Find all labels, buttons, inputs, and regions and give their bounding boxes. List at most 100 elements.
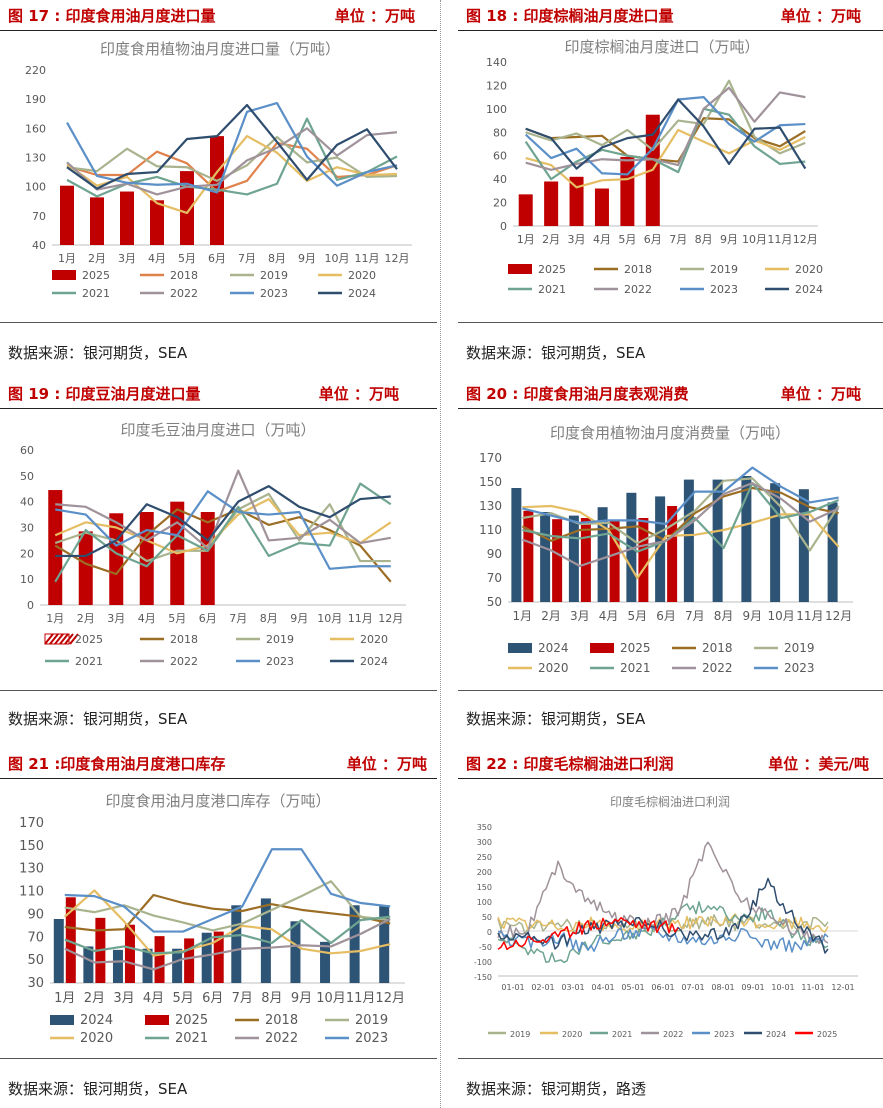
x-tick-label: 1月	[54, 991, 75, 1006]
legend-label: 2020	[538, 661, 569, 675]
series-line-2019	[64, 880, 391, 932]
legend-label: 2021	[75, 655, 103, 668]
bar-2025	[124, 924, 135, 983]
x-tick-label: 9月	[291, 991, 312, 1006]
x-tick-label: 6月	[202, 991, 223, 1006]
panel-source: 数据来源：银河期货，SEA	[8, 710, 188, 728]
y-tick-label: 130	[25, 152, 46, 165]
x-tick-label: 3月	[570, 609, 590, 623]
x-tick-label: 3月	[107, 612, 125, 625]
x-tick-label: 3月	[568, 233, 586, 246]
legend-label: 2018	[265, 1013, 298, 1028]
legend-label: 2023	[714, 1030, 734, 1039]
hatch-stroke	[49, 633, 59, 645]
legend-label: 2023	[355, 1031, 388, 1046]
x-tick-label: 1月	[517, 233, 535, 246]
y-tick-label: -150	[474, 973, 492, 982]
legend-label: 2024	[360, 655, 388, 668]
bar-2025	[200, 512, 215, 605]
y-tick-label: 0	[487, 928, 492, 937]
x-tick-label: 6月	[656, 609, 676, 623]
y-tick-label: 150	[19, 839, 44, 854]
bar-2025	[620, 156, 635, 226]
bar-2024	[540, 512, 551, 602]
x-tick-label: 10月	[316, 991, 346, 1006]
legend-label: 2024	[80, 1013, 113, 1028]
y-tick-label: 350	[477, 823, 492, 832]
x-tick-label: 7月	[685, 609, 705, 623]
legend-label: 2025	[538, 263, 566, 276]
hatch-stroke	[59, 633, 69, 645]
y-tick-label: 40	[493, 173, 507, 186]
legend-label: 2025	[620, 641, 651, 655]
bar-2025	[638, 518, 649, 602]
legend-swatch-2025	[44, 633, 79, 645]
x-tick-label: 2月	[542, 233, 560, 246]
legend-swatch-2024	[50, 1015, 74, 1025]
series-line-2024	[66, 103, 398, 190]
bar-2025	[552, 519, 563, 602]
legend-label: 2020	[360, 633, 388, 646]
y-tick-label: 160	[25, 122, 46, 135]
y-tick-label: 200	[477, 868, 492, 877]
x-tick-label: 1月	[58, 252, 76, 265]
series-line-2021	[66, 117, 398, 198]
series-line-2023	[64, 848, 391, 933]
bar-2025	[139, 512, 154, 605]
legend-label: 2024	[538, 641, 569, 655]
series-line-2022	[64, 918, 391, 971]
x-tick-label: 8月	[260, 612, 278, 625]
series-line-2023	[66, 101, 398, 194]
x-tick-label: 11月	[796, 609, 823, 623]
x-tick-label: 8月	[268, 252, 286, 265]
panel-fig20: 图 20 : 印度食用油月度表观消费 单位 ：万吨 印度食用植物油月度消费量（万…	[458, 378, 883, 738]
x-tick-label: 2月	[84, 991, 105, 1006]
chart-fig18: 印度棕榈油月度进口（万吨） 0 20 40 60 80 100 120 140 1月 2月 3月 4月 5…	[486, 38, 823, 296]
x-tick-label: 05-01	[621, 983, 644, 992]
panel-fig21: 图 21 :印度食用油月度港口库存 单位 ：万吨 印度食用油月度港口库存（万吨）…	[0, 748, 437, 1108]
y-tick-label: 20	[20, 547, 34, 560]
legend-label: 2023	[260, 287, 288, 300]
y-tick-label: 90	[27, 907, 44, 922]
panel-title: 图 21 :印度食用油月度港口库存	[8, 755, 226, 773]
series-line-2024	[497, 877, 829, 954]
panel-fig18: 图 18 : 印度棕榈油月度进口量 单位 ：万吨 印度棕榈油月度进口（万吨） 0 2…	[458, 0, 883, 370]
bar-2024	[655, 496, 666, 602]
chart-title: 印度棕榈油月度进口（万吨）	[564, 38, 759, 56]
panel-title: 图 18 : 印度棕榈油月度进口量	[466, 7, 674, 25]
x-tick-label: 12月	[793, 233, 818, 246]
series-line-2021	[64, 915, 391, 955]
y-tick-label: -50	[479, 943, 492, 952]
legend-label: 2022	[265, 1031, 298, 1046]
x-tick-label: 7月	[238, 252, 256, 265]
x-tick-label: 09-01	[741, 983, 764, 992]
y-tick-label: 50	[27, 953, 44, 968]
x-tick-label: 02-01	[531, 983, 554, 992]
x-tick-label: 3月	[113, 991, 134, 1006]
y-tick-label: -100	[474, 958, 492, 967]
x-tick-label: 7月	[229, 612, 247, 625]
bar-2024	[379, 905, 390, 983]
x-tick-label: 9月	[290, 612, 308, 625]
x-tick-label: 7月	[669, 233, 687, 246]
series-line-2018	[66, 141, 398, 193]
panel-header: 图 20 : 印度食用油月度表观消费 单位 ：万吨	[458, 378, 883, 409]
legend-label: 2019	[510, 1030, 530, 1039]
x-tick-label: 11月	[348, 612, 373, 625]
legend-label: 2025	[75, 633, 103, 646]
y-tick-label: 50	[482, 913, 492, 922]
y-tick-label: 0	[500, 220, 507, 233]
legend-label: 2023	[784, 661, 815, 675]
x-tick-label: 1月	[513, 609, 533, 623]
panel-source: 数据来源：银河期货，SEA	[8, 1080, 188, 1098]
y-tick-label: 20	[493, 197, 507, 210]
panel-header: 图 18 : 印度棕榈油月度进口量 单位 ：万吨	[458, 0, 883, 31]
x-tick-label: 5月	[178, 252, 196, 265]
x-tick-label: 3月	[118, 252, 136, 265]
bar-2025	[78, 531, 93, 605]
bar-2025	[609, 520, 620, 602]
legend-label: 2024	[348, 287, 376, 300]
y-tick-label: 60	[493, 150, 507, 163]
x-tick-label: 10月	[317, 612, 342, 625]
chart-fig21: 印度食用油月度港口库存（万吨） 30 50 70 90 110 130 150 170 1月 2月 3…	[19, 792, 405, 1046]
